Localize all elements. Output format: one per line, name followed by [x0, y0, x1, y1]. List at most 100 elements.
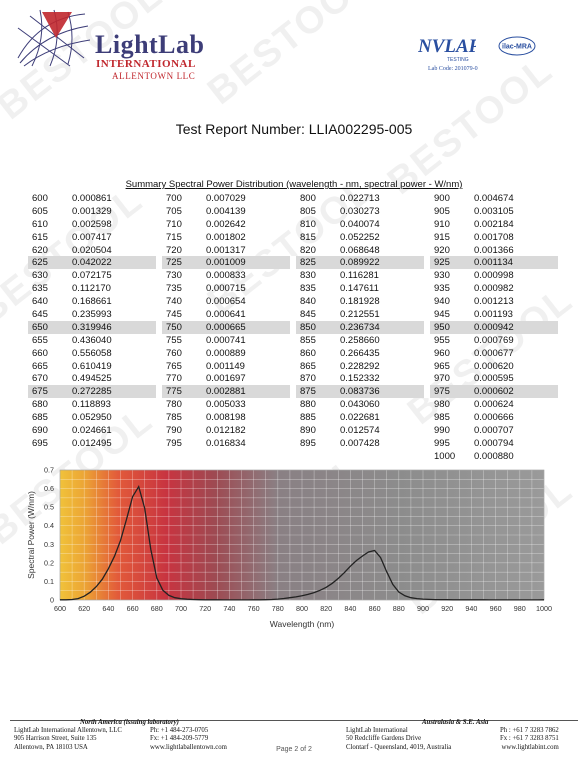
power-cell: 0.001193: [474, 308, 513, 320]
x-tick-label: 700: [175, 604, 187, 613]
power-cell: 0.000715: [206, 283, 246, 295]
table-row: 680 0.118893 780 0.005033 880 0.043060 980 0.00…: [28, 398, 558, 411]
wavelength-cell: 795: [166, 437, 182, 449]
y-tick-label: 0.5: [44, 503, 54, 512]
power-cell: 0.022713: [340, 192, 380, 204]
power-cell: 0.000942: [470, 320, 558, 334]
wavelength-cell: 785: [166, 412, 182, 424]
wavelength-cell: [296, 450, 336, 463]
footer-line: 50 Redcliffe Gardens Drive: [346, 735, 422, 743]
table-caption: Summary Spectral Power Distribution (wav…: [125, 179, 463, 190]
column-gap: [424, 320, 430, 334]
power-cell: 0.004139: [206, 205, 246, 217]
page-number: Page 2 of 2: [276, 746, 312, 753]
footer-line[interactable]: www.lightlabint.com: [501, 743, 559, 751]
wavelength-cell: 965: [434, 360, 450, 372]
power-cell: 0.005033: [206, 399, 246, 411]
power-cell: [202, 450, 290, 463]
power-cell: 0.168661: [72, 296, 112, 308]
power-cell: 0.052252: [340, 231, 380, 243]
nvlap-text: NVLAP: [418, 36, 476, 56]
table-row: 615 0.007417 715 0.001802 815 0.052252 915 0.00…: [28, 231, 558, 244]
wavelength-cell: 925: [430, 256, 470, 270]
wavelength-cell: 605: [32, 205, 48, 217]
wavelength-cell: 730: [166, 270, 182, 282]
power-cell: 0.007428: [340, 437, 380, 449]
wavelength-cell: 780: [166, 399, 182, 411]
lightlab-globe-logo-icon: [17, 9, 90, 67]
wavelength-cell: 815: [300, 231, 316, 243]
footer-left-heading: North America (issuing laboratory): [80, 719, 179, 726]
power-cell: 0.000620: [474, 360, 514, 372]
power-cell: 0.089922: [336, 256, 424, 270]
power-cell: 0.212551: [340, 308, 380, 320]
power-cell: 0.116281: [340, 270, 379, 282]
power-cell: 0.112170: [72, 283, 111, 295]
power-cell: 0.007029: [206, 192, 246, 204]
wavelength-cell: 980: [434, 399, 450, 411]
logo-city: ALLENTOWN LLC: [112, 71, 196, 81]
column-gap: [290, 256, 296, 270]
wavelength-cell: 865: [300, 360, 316, 372]
y-tick-label: 0.7: [44, 466, 54, 475]
wavelength-cell: 840: [300, 296, 316, 308]
power-cell: 0.494525: [72, 373, 112, 385]
wavelength-cell: 775: [162, 385, 202, 399]
power-cell: 0.000982: [474, 283, 514, 295]
wavelength-cell: 885: [300, 412, 316, 424]
wavelength-cell: 790: [166, 424, 182, 436]
x-tick-label: 900: [417, 604, 429, 613]
wavelength-cell: 800: [300, 192, 316, 204]
table-row: 620 0.020504 720 0.001317 820 0.068648 920 0.00…: [28, 244, 558, 257]
column-gap: [424, 385, 430, 399]
wavelength-cell: 940: [434, 296, 450, 308]
wavelength-cell: 640: [32, 296, 48, 308]
y-tick-label: 0.1: [44, 577, 54, 586]
power-cell: 0.000889: [206, 347, 246, 359]
footer-line: Allentown, PA 18103 USA: [14, 743, 88, 751]
power-cell: 0.072175: [72, 270, 112, 282]
power-cell: [68, 450, 156, 463]
wavelength-cell: 735: [166, 283, 182, 295]
power-cell: 0.152332: [340, 373, 380, 385]
x-axis-label: Wavelength (nm): [270, 619, 335, 629]
power-cell: 0.235993: [72, 308, 112, 320]
power-cell: 0.001329: [72, 205, 112, 217]
power-cell: 0.001708: [474, 231, 514, 243]
wavelength-cell: 970: [434, 373, 450, 385]
wavelength-cell: 875: [296, 385, 336, 399]
footer-line[interactable]: www.lightlaballentown.com: [150, 743, 227, 751]
power-cell: 0.000707: [474, 424, 514, 436]
table-row: 625 0.042022 725 0.001009 825 0.089922 925 0.00…: [28, 256, 558, 270]
footer-right-contact: Ph : +61 7 3283 7862 Fx : +61 7 3283 875…: [500, 727, 559, 752]
wavelength-cell: [28, 450, 68, 463]
ilac-mra-logo-icon: ilac-MRA: [498, 36, 536, 56]
table-row: 600 0.000861 700 0.007029 800 0.022713 900 0.00…: [28, 192, 558, 205]
power-cell: 0.000861: [72, 192, 112, 204]
wavelength-cell: 810: [300, 218, 316, 230]
footer-line: LightLab International Allentown, LLC: [14, 727, 122, 734]
y-axis-label: Spectral Power (W/nm): [26, 491, 36, 579]
power-cell: 0.181928: [340, 296, 380, 308]
power-cell: 0.001366: [474, 244, 514, 256]
footer-right-address: LightLab International 50 Redcliffe Gard…: [346, 727, 451, 752]
power-cell: 0.000654: [206, 296, 246, 308]
wavelength-cell: 830: [300, 270, 316, 282]
wavelength-cell: 960: [434, 347, 450, 359]
table-row: 650 0.319946 750 0.000665 850 0.236734 950 0.00…: [28, 320, 558, 334]
power-cell: 0.610419: [72, 360, 112, 372]
wavelength-cell: 805: [300, 205, 316, 217]
x-tick-label: 820: [320, 604, 332, 613]
table-row: 685 0.052950 785 0.008198 885 0.022681 985 0.00…: [28, 411, 558, 424]
x-tick-label: 960: [490, 604, 502, 613]
wavelength-cell: 705: [166, 205, 182, 217]
wavelength-cell: 690: [32, 424, 48, 436]
footer-left-contact: Ph: +1 484-273-0705 Fx: +1 484-209-5779 …: [150, 727, 227, 752]
power-cell: 0.000880: [474, 450, 514, 462]
power-cell: 0.272285: [68, 385, 156, 399]
power-cell: 0.068648: [340, 244, 380, 256]
power-cell: 0.000741: [206, 334, 246, 346]
power-cell: 0.001149: [206, 360, 245, 372]
power-cell: [336, 450, 424, 463]
wavelength-cell: 685: [32, 412, 48, 424]
